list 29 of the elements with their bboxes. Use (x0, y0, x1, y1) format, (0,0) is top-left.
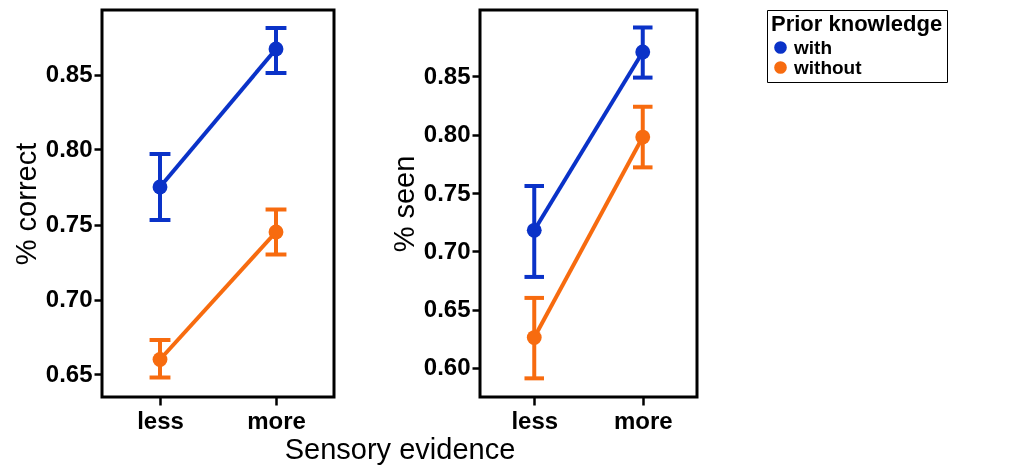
legend-label: without (793, 56, 863, 78)
y-axis-title: % correct (9, 142, 42, 266)
y-tick-label: 0.80 (45, 135, 93, 162)
x-tick-label: more (247, 406, 306, 434)
y-tick-label: 0.85 (423, 61, 471, 89)
y-tick-label: 0.80 (423, 120, 471, 148)
x-tick-label: more (613, 406, 673, 434)
y-tick-label: 0.85 (45, 60, 93, 87)
x-tick-label: less (137, 406, 184, 434)
legend-title: Prior knowledge (771, 11, 943, 36)
point (268, 41, 284, 57)
y-tick-label: 0.65 (423, 295, 471, 323)
point (526, 330, 542, 345)
y-tick-label: 0.70 (45, 285, 93, 312)
y-tick-label: 0.75 (45, 210, 93, 237)
point (635, 44, 651, 60)
x-axis-title: Sensory evidence (284, 432, 516, 465)
point (268, 224, 284, 240)
y-axis-title: % seen (387, 155, 420, 253)
x-tick-label: less (511, 406, 559, 434)
y-tick-label: 0.60 (423, 353, 471, 381)
y-tick-label: 0.70 (423, 236, 471, 264)
point (526, 222, 542, 238)
y-tick-label: 0.75 (423, 178, 471, 206)
point (152, 179, 168, 195)
y-tick-label: 0.65 (45, 360, 93, 387)
legend-label: with (793, 36, 832, 58)
point (152, 352, 168, 367)
point (635, 129, 651, 145)
